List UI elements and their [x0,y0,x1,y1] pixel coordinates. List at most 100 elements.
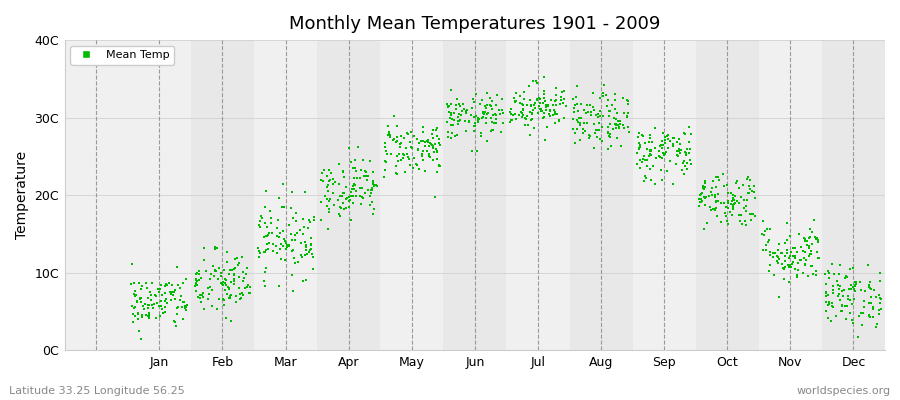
Point [537,114,552,120]
Point [380,151,394,157]
Point [276,181,291,187]
Point [654,142,669,148]
Point [677,130,691,136]
Point [557,96,572,103]
Point [274,255,288,262]
Point [161,280,176,286]
Point [370,182,384,189]
Point [348,165,363,171]
Point [414,137,428,144]
Point [430,149,445,155]
Point [285,236,300,243]
Point [235,254,249,261]
Point [366,180,381,186]
Point [790,274,805,280]
Point [844,286,859,292]
Point [217,302,231,308]
Point [555,100,570,107]
Point [274,241,288,247]
Point [479,120,493,126]
Point [389,170,403,176]
Point [680,160,695,166]
Point [580,102,595,108]
Point [444,135,458,141]
Point [402,162,417,168]
Point [528,78,543,85]
Point [522,109,536,115]
Point [616,124,631,131]
Point [821,315,835,321]
Point [218,280,232,286]
Point [591,114,606,120]
Point [611,118,625,124]
Point [194,274,208,281]
Point [125,303,140,309]
Point [640,156,654,163]
Point [609,122,624,128]
Point [741,196,755,203]
Point [156,310,170,316]
Point [864,294,878,300]
Point [591,120,606,126]
Point [210,306,224,312]
Point [127,280,141,286]
Point [284,189,299,195]
Point [724,212,739,218]
Point [124,281,139,287]
Point [796,248,810,254]
Point [222,271,237,277]
Point [834,288,849,294]
Point [462,119,476,125]
Point [450,96,464,102]
Point [441,129,455,135]
Point [387,113,401,119]
Point [432,140,446,146]
Point [559,103,573,109]
Point [609,110,624,116]
Point [230,262,245,268]
Legend: Mean Temp: Mean Temp [70,46,174,64]
Point [141,312,156,319]
Point [318,193,332,200]
Point [257,283,272,290]
Point [378,166,392,173]
Point [444,112,458,118]
Point [676,160,690,166]
Point [771,256,786,262]
Point [188,277,202,284]
Point [872,291,886,298]
Point [407,132,421,139]
Point [516,107,530,114]
Point [480,102,494,108]
Point [320,188,335,194]
Point [193,268,207,274]
Point [213,270,228,276]
Point [761,238,776,245]
Point [320,184,335,190]
Point [719,213,733,220]
Point [131,280,146,286]
Point [146,304,160,311]
Point [762,268,777,274]
Point [682,138,697,145]
Point [465,148,480,154]
Point [210,244,224,251]
Point [778,264,792,270]
Point [441,104,455,111]
Point [798,257,813,263]
Point [153,298,167,304]
Point [786,259,800,265]
Point [742,186,757,192]
Point [342,204,356,210]
Point [265,230,279,236]
Point [554,97,568,103]
Point [539,104,554,110]
Point [398,169,412,176]
Point [458,118,473,125]
Point [452,111,466,117]
Point [595,138,609,144]
Point [661,132,675,138]
Point [656,142,670,148]
Point [516,112,530,118]
Point [489,120,503,126]
